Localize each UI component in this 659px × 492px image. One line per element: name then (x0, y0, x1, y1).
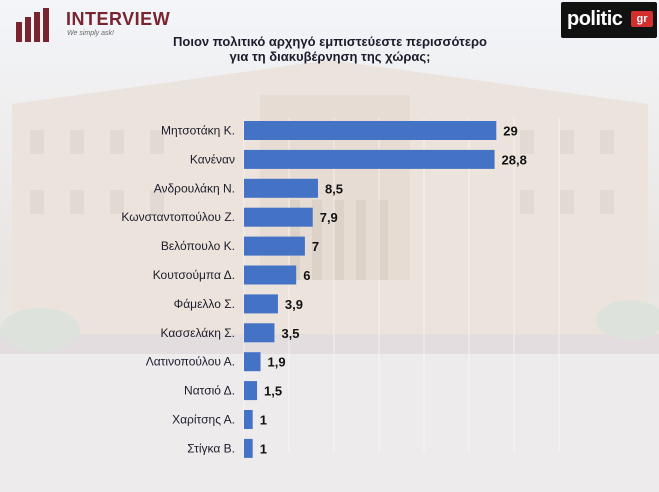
interview-logo-tagline: We simply ask! (67, 30, 114, 37)
bar-value-label: 1,5 (264, 384, 282, 399)
chart-gridlines (243, 118, 560, 452)
politic-logo-text: politic (567, 8, 623, 30)
bar (244, 207, 313, 227)
interview-logo: INTERVIEW We simply ask! (10, 4, 170, 44)
bar (244, 381, 258, 401)
bar-value-label: 29 (503, 124, 517, 139)
chart-bars: Μητσοτάκη Κ. 29 Κανέναν 28,8 Ανδρουλάκη Ν. 8,… (121, 121, 527, 458)
chart-title-line-2: για τη διακυβέρνηση της χώρας; (229, 49, 431, 64)
bar-value-label: 28,8 (502, 152, 527, 167)
politic-gr-logo: politic gr (561, 2, 657, 38)
bar-value-label: 3,5 (281, 326, 299, 341)
category-label: Κανέναν (190, 152, 235, 166)
bar (244, 236, 305, 256)
category-label: Φάμελλο Σ. (174, 297, 235, 311)
category-label: Βελόπουλο Κ. (161, 239, 235, 253)
chart-title-line-1: Ποιον πολιτικό αρχηγό εμπιστεύεστε περισ… (173, 34, 487, 49)
category-label: Κασσελάκη Σ. (161, 326, 235, 340)
category-label: Νατσιό Δ. (184, 384, 235, 398)
bar-value-label: 7,9 (320, 210, 338, 225)
bar (244, 149, 495, 169)
bar-value-label: 7 (312, 239, 319, 254)
category-label: Ανδρουλάκη Ν. (154, 181, 235, 195)
category-label: Λατινοπούλου Α. (146, 355, 235, 369)
bar (244, 438, 253, 458)
bar-value-label: 1 (260, 441, 267, 456)
category-label: Κουτσούμπα Δ. (153, 268, 235, 282)
interview-logo-icon (16, 8, 49, 42)
bar-value-label: 1 (260, 413, 267, 428)
interview-logo-text: INTERVIEW (66, 9, 171, 29)
politic-logo-badge: gr (631, 11, 653, 27)
category-label: Στίγκα Β. (187, 441, 235, 455)
category-label: Κωνσταντοπούλου Ζ. (121, 210, 235, 224)
bar (244, 410, 253, 429)
category-label: Χαρίτσης Α. (172, 413, 235, 427)
bar (244, 352, 261, 372)
bar-value-label: 6 (303, 268, 310, 283)
chart-title: Ποιον πολιτικό αρχηγό εμπιστεύεστε περισ… (140, 34, 520, 64)
category-label: Μητσοτάκη Κ. (161, 124, 235, 138)
bar (244, 294, 278, 314)
bar (244, 323, 275, 343)
bar-value-label: 8,5 (325, 181, 343, 196)
bar (244, 265, 297, 285)
bar (244, 121, 497, 140)
bar-value-label: 1,9 (268, 355, 286, 370)
bar-value-label: 3,9 (285, 297, 303, 312)
bar (244, 178, 318, 198)
